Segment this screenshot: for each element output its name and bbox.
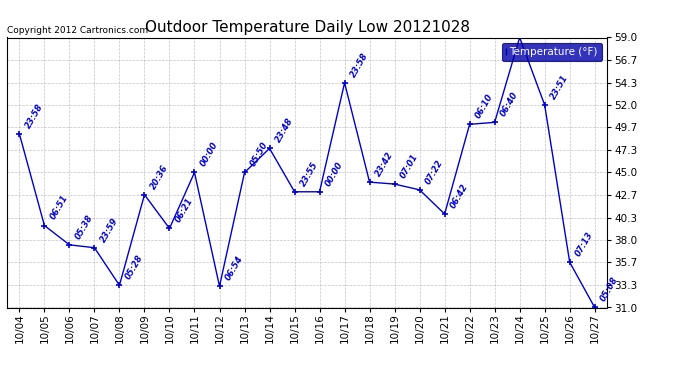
Text: 07:01: 07:01 bbox=[399, 152, 420, 180]
Text: 20:36: 20:36 bbox=[148, 163, 170, 190]
Text: 07:13: 07:13 bbox=[574, 230, 595, 258]
Text: 23:58: 23:58 bbox=[23, 102, 45, 130]
Text: 06:40: 06:40 bbox=[499, 90, 520, 118]
Text: 05:08: 05:08 bbox=[599, 276, 620, 303]
Text: 23:48: 23:48 bbox=[274, 117, 295, 144]
Text: 23:55: 23:55 bbox=[299, 160, 320, 188]
Title: Outdoor Temperature Daily Low 20121028: Outdoor Temperature Daily Low 20121028 bbox=[144, 20, 470, 35]
Legend: Temperature (°F): Temperature (°F) bbox=[502, 43, 602, 61]
Text: 23:51: 23:51 bbox=[549, 73, 570, 101]
Text: 06:42: 06:42 bbox=[448, 182, 470, 210]
Text: 23:59: 23:59 bbox=[99, 216, 120, 243]
Text: 05:50: 05:50 bbox=[248, 141, 270, 168]
Text: 05:28: 05:28 bbox=[124, 254, 145, 281]
Text: Copyright 2012 Cartronics.com: Copyright 2012 Cartronics.com bbox=[7, 26, 148, 35]
Text: 00:00: 00:00 bbox=[199, 141, 220, 168]
Text: 06:51: 06:51 bbox=[48, 194, 70, 221]
Text: 05:38: 05:38 bbox=[74, 213, 95, 241]
Text: 06:54: 06:54 bbox=[224, 254, 245, 282]
Text: 07:22: 07:22 bbox=[424, 158, 445, 186]
Text: 23:58: 23:58 bbox=[348, 51, 370, 79]
Text: 00:00: 00:00 bbox=[324, 160, 345, 188]
Text: 06:21: 06:21 bbox=[174, 196, 195, 224]
Text: 06:10: 06:10 bbox=[474, 92, 495, 120]
Text: 23:42: 23:42 bbox=[374, 150, 395, 178]
